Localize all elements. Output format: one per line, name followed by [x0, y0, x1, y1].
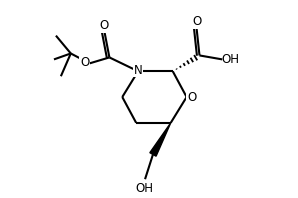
Polygon shape	[150, 123, 171, 156]
Text: O: O	[192, 15, 201, 28]
Text: OH: OH	[135, 182, 153, 195]
Text: OH: OH	[222, 53, 240, 66]
Text: N: N	[134, 64, 142, 77]
Text: O: O	[100, 19, 109, 32]
Text: O: O	[80, 56, 89, 69]
Text: O: O	[187, 90, 196, 104]
